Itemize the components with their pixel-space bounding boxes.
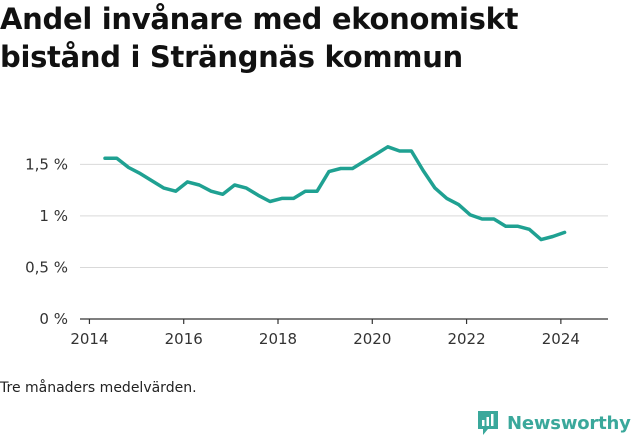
brand-name: Newsworthy bbox=[507, 412, 631, 434]
x-tick-label: 2014 bbox=[70, 330, 108, 348]
x-axis: 2014 2016 2018 2020 2022 2024 bbox=[70, 318, 608, 348]
x-tick-label: 2020 bbox=[353, 330, 391, 348]
y-axis-labels: 0 % 0,5 % 1 % 1,5 % bbox=[25, 155, 68, 328]
data-series bbox=[103, 145, 567, 242]
series-line bbox=[103, 145, 567, 242]
y-tick-label: 1,5 % bbox=[25, 155, 68, 173]
y-tick-label: 0 % bbox=[39, 310, 68, 328]
x-tick-label: 2022 bbox=[447, 330, 485, 348]
y-tick-label: 0,5 % bbox=[25, 258, 68, 276]
brand-logo[interactable]: Newsworthy bbox=[476, 407, 631, 439]
y-tick-label: 1 % bbox=[39, 207, 68, 225]
chart-title: Andel invånare med ekonomiskt bistånd i … bbox=[0, 2, 519, 74]
x-tick-label: 2018 bbox=[259, 330, 297, 348]
chart-caption: Tre månaders medelvärden. bbox=[0, 380, 197, 396]
x-tick-label: 2016 bbox=[165, 330, 203, 348]
grid-lines bbox=[80, 163, 608, 268]
line-chart: 0 % 0,5 % 1 % 1,5 % 2014 2016 2018 2020 2022 202… bbox=[25, 145, 608, 348]
newsworthy-logo-icon bbox=[476, 409, 500, 437]
x-tick-label: 2024 bbox=[542, 330, 580, 348]
